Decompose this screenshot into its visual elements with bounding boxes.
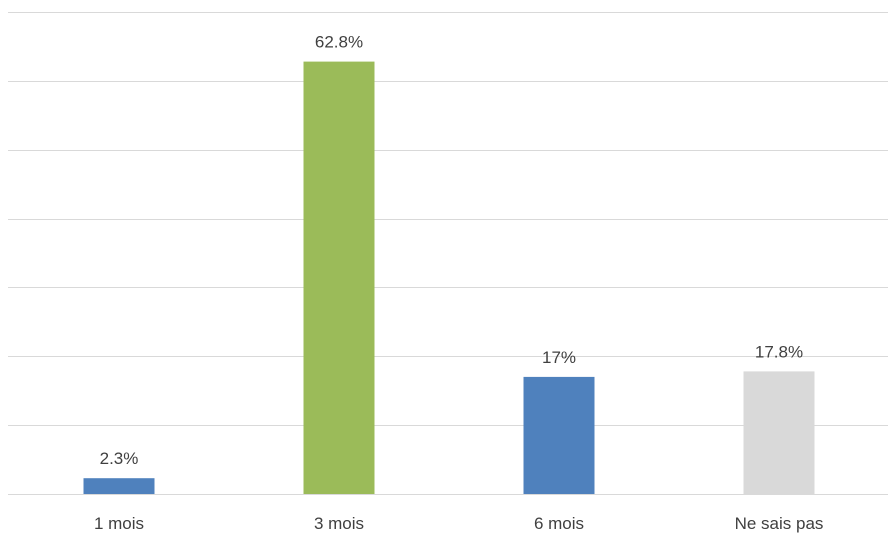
bar-3-mois <box>303 61 375 494</box>
data-label-3-mois: 62.8% <box>315 33 363 52</box>
x-tick-label-3-mois: 3 mois <box>314 514 364 533</box>
data-labels: 2.3% 62.8% 17% 17.8% <box>100 33 803 469</box>
x-axis-tick-labels: 1 mois 3 mois 6 mois Ne sais pas <box>94 514 823 533</box>
data-label-1-mois: 2.3% <box>100 449 139 468</box>
bar-ne-sais-pas <box>743 371 815 494</box>
data-label-6-mois: 17% <box>542 348 576 367</box>
bars <box>83 61 815 494</box>
bar-1-mois <box>83 478 155 494</box>
x-tick-label-1-mois: 1 mois <box>94 514 144 533</box>
data-label-ne-sais-pas: 17.8% <box>755 342 803 361</box>
bar-6-mois <box>523 376 595 494</box>
x-tick-label-6-mois: 6 mois <box>534 514 584 533</box>
gridlines <box>8 12 888 495</box>
x-tick-label-ne-sais-pas: Ne sais pas <box>735 514 824 533</box>
